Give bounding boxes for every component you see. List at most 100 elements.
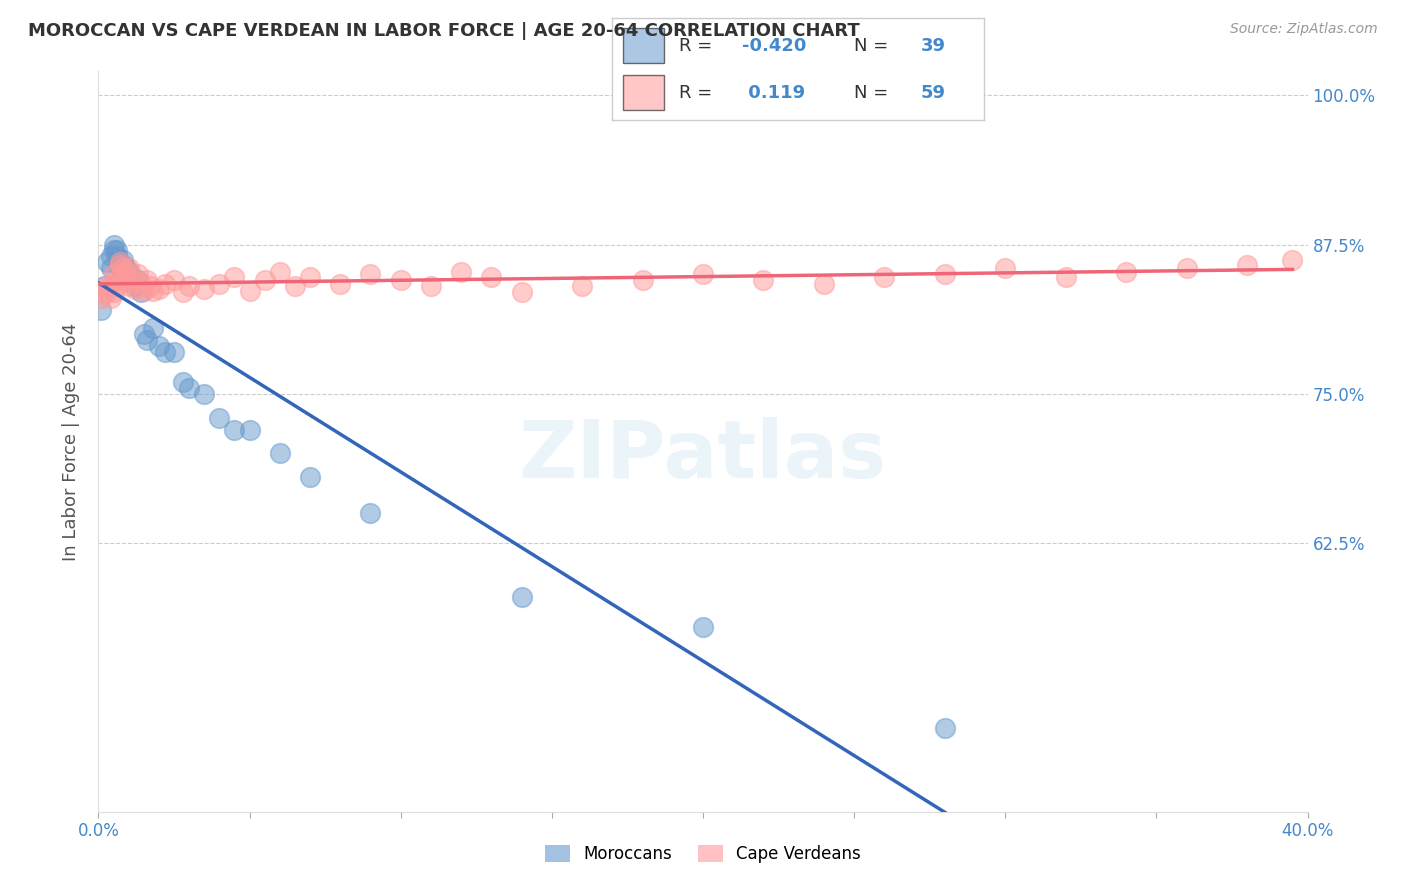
Point (129, 285, 152, 300)
Text: MOROCCAN VS CAPE VERDEAN IN LABOR FORCE | AGE 20-64 CORRELATION CHART: MOROCCAN VS CAPE VERDEAN IN LABOR FORCE … (28, 22, 860, 40)
Point (114, 268, 136, 282)
Point (510, 590, 533, 604)
Point (135, 273, 157, 287)
Point (142, 284, 165, 298)
Point (148, 282, 170, 296)
Point (510, 285, 533, 300)
Point (118, 261, 141, 276)
Point (132, 327, 155, 342)
Point (571, 279, 593, 293)
Text: 59: 59 (921, 84, 946, 102)
Point (121, 273, 143, 287)
Point (239, 284, 262, 298)
Point (934, 268, 956, 282)
FancyBboxPatch shape (623, 75, 664, 110)
Point (103, 285, 125, 300)
Point (481, 269, 503, 284)
Point (1115, 265, 1137, 279)
Point (692, 268, 714, 282)
Point (96, 255, 118, 269)
Point (994, 261, 1017, 276)
Point (148, 339, 170, 353)
Point (224, 269, 246, 284)
Point (360, 506, 382, 520)
Point (108, 261, 131, 276)
Point (172, 375, 194, 389)
Point (139, 279, 162, 293)
Point (100, 291, 122, 305)
Point (114, 265, 136, 279)
Text: R =: R = (679, 37, 717, 54)
Point (269, 446, 291, 460)
Point (124, 282, 146, 296)
Text: ZIPatlas: ZIPatlas (519, 417, 887, 495)
Point (179, 279, 201, 293)
Point (284, 279, 307, 293)
Point (114, 261, 136, 276)
Text: Source: ZipAtlas.com: Source: ZipAtlas.com (1230, 22, 1378, 37)
Point (153, 277, 176, 291)
Point (1054, 269, 1077, 284)
Point (103, 268, 125, 282)
Point (299, 269, 322, 284)
Point (631, 273, 654, 287)
Point (360, 268, 382, 282)
Point (118, 279, 141, 293)
Point (103, 237, 125, 252)
Point (269, 265, 291, 279)
Point (111, 261, 134, 276)
Text: 0.119: 0.119 (742, 84, 806, 102)
Point (692, 619, 714, 633)
Point (127, 273, 149, 287)
Point (224, 423, 246, 437)
Point (193, 386, 215, 401)
Point (153, 345, 176, 359)
Point (450, 265, 472, 279)
Legend: Moroccans, Cape Verdeans: Moroccans, Cape Verdeans (538, 838, 868, 870)
Point (813, 277, 835, 291)
Point (118, 265, 141, 279)
Text: R =: R = (679, 84, 717, 102)
Point (90, 303, 112, 318)
Point (208, 410, 231, 425)
Point (179, 381, 201, 395)
Point (96, 279, 118, 293)
Point (127, 268, 149, 282)
Point (118, 269, 141, 284)
Point (132, 284, 155, 298)
Point (90, 291, 112, 305)
Point (142, 321, 165, 335)
Point (299, 470, 322, 484)
Point (420, 279, 443, 293)
Text: 39: 39 (921, 37, 946, 54)
Point (253, 273, 276, 287)
Point (108, 255, 131, 269)
Point (1281, 253, 1303, 268)
Point (135, 333, 157, 347)
Point (108, 255, 131, 269)
Point (934, 721, 956, 735)
Point (1236, 258, 1258, 272)
Point (100, 279, 122, 293)
Point (105, 279, 128, 293)
FancyBboxPatch shape (623, 28, 664, 63)
Point (1175, 261, 1198, 276)
Text: N =: N = (853, 37, 894, 54)
Point (193, 282, 215, 296)
Point (96, 285, 118, 300)
Point (329, 277, 352, 291)
Point (93, 279, 115, 293)
Point (163, 345, 186, 359)
Point (389, 273, 412, 287)
Point (105, 273, 128, 287)
Point (105, 250, 128, 264)
Point (111, 253, 134, 268)
Point (172, 285, 194, 300)
Point (129, 277, 152, 291)
Text: N =: N = (853, 84, 894, 102)
Point (111, 258, 134, 272)
Text: -0.420: -0.420 (742, 37, 807, 54)
Y-axis label: In Labor Force | Age 20-64: In Labor Force | Age 20-64 (62, 322, 80, 561)
Point (114, 273, 136, 287)
Point (124, 279, 146, 293)
